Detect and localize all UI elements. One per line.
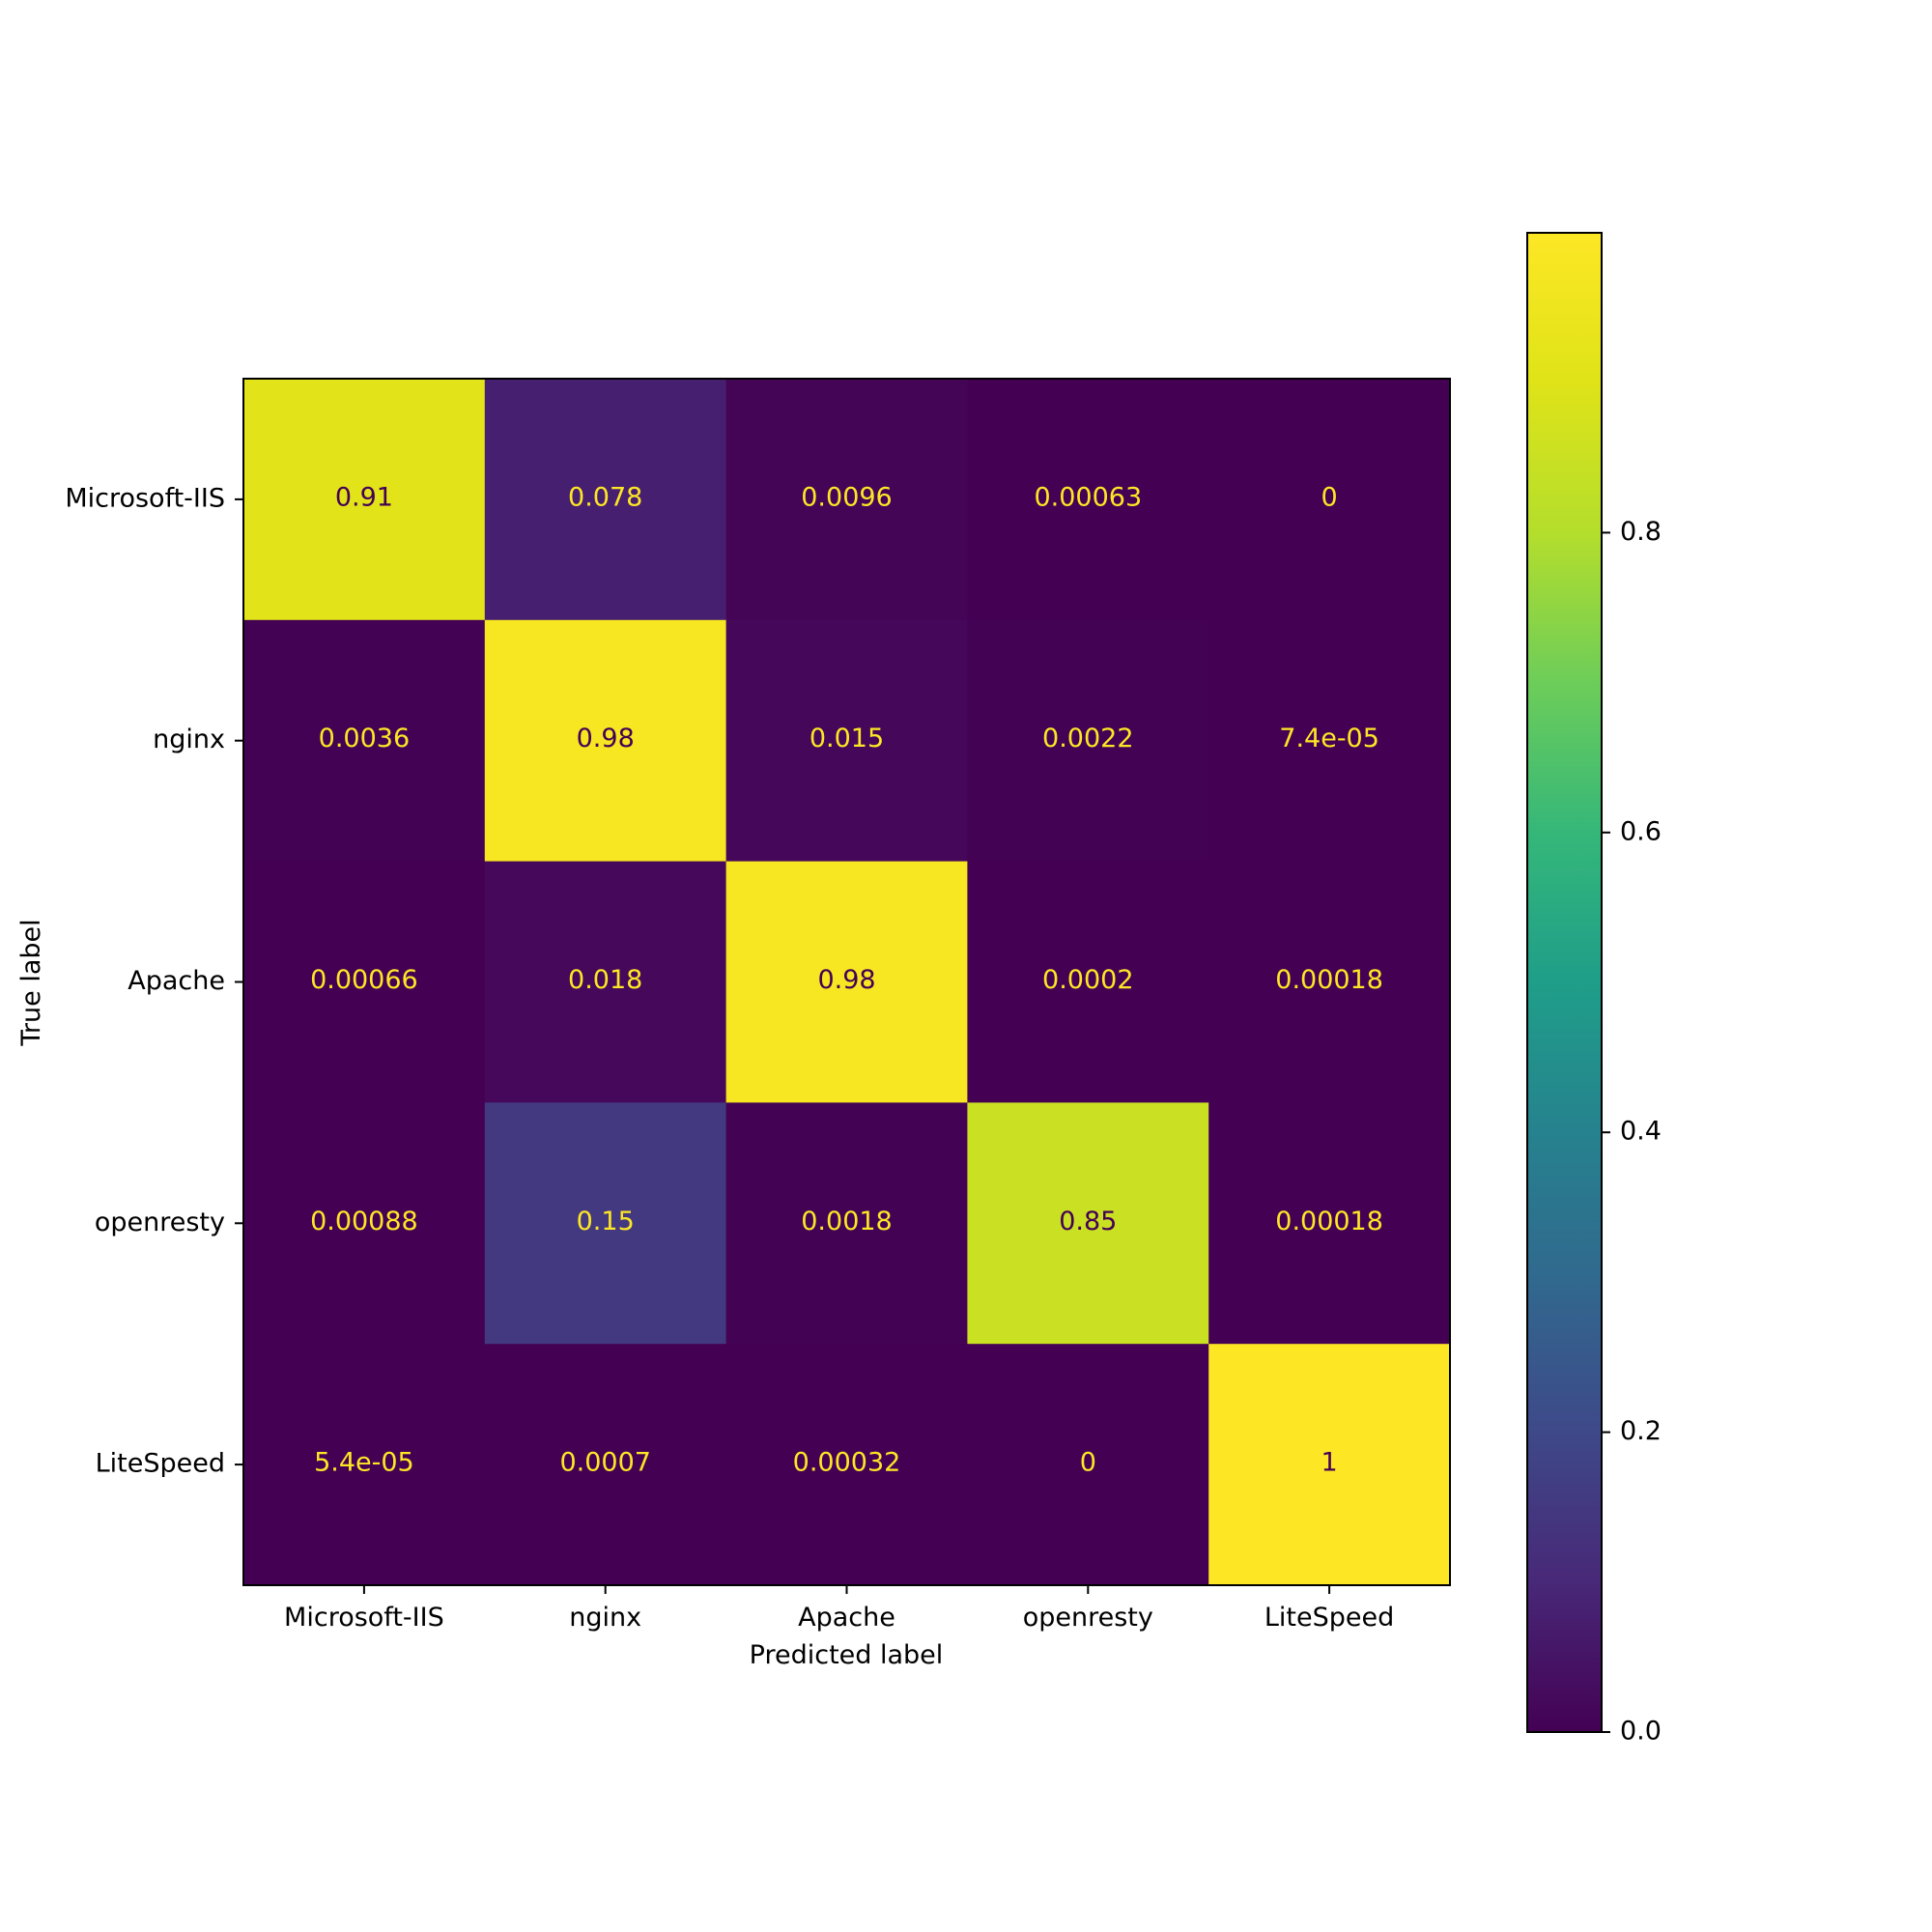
- x-tick-label: nginx: [569, 1603, 641, 1633]
- x-tick-label: LiteSpeed: [1264, 1603, 1394, 1633]
- matrix-cell: [725, 619, 968, 863]
- cell-value-label: 0: [1321, 482, 1338, 512]
- matrix-cell: [967, 1344, 1209, 1586]
- colorbar-tick-label: 0.0: [1620, 1717, 1662, 1747]
- x-axis-ticks: Microsoft-IIS nginx Apache openresty LiteSpe…: [284, 1585, 1394, 1633]
- cell-value-label: 0.00066: [310, 965, 418, 995]
- cell-value-label: 0: [1080, 1448, 1096, 1478]
- matrix-cell: [1208, 861, 1451, 1103]
- matrix-cell: [484, 861, 727, 1103]
- x-tick-label: Microsoft-IIS: [284, 1603, 444, 1633]
- colorbar-ticks: 0.0 0.2 0.4 0.6 0.8: [1602, 517, 1662, 1747]
- y-axis-ticks: Microsoft-IIS nginx Apache openresty LiteSpe…: [65, 483, 243, 1479]
- cell-value-label: 0.15: [577, 1207, 635, 1236]
- colorbar: [1526, 232, 1603, 1733]
- matrix-cell: [243, 861, 486, 1103]
- cell-value-label: 0.00018: [1275, 1207, 1383, 1236]
- matrix-cell: [725, 1344, 968, 1586]
- cell-value-label: 0.85: [1059, 1207, 1117, 1236]
- matrix-cell: [967, 861, 1209, 1103]
- matrix-cell: [967, 1102, 1209, 1345]
- cell-value-label: 5.4e-05: [314, 1448, 414, 1478]
- cell-value-label: 0.0022: [1042, 724, 1133, 753]
- cell-value-label: 1: [1321, 1448, 1338, 1478]
- x-tick-label: openresty: [1023, 1603, 1153, 1633]
- matrix-cell: [725, 379, 968, 621]
- cell-value-label: 0.98: [817, 965, 875, 995]
- matrix-cell: [243, 619, 486, 863]
- cell-value-label: 0.0036: [319, 724, 410, 753]
- cell-value-label: 0.98: [577, 724, 635, 753]
- y-tick-label: nginx: [153, 724, 225, 754]
- matrix-cell: [484, 619, 727, 863]
- x-axis-label: Predicted label: [750, 1640, 944, 1670]
- matrix-cell-labels: 0.91 0.078 0.0096 0.00063 0 0.0036 0.98 0.015 0.…: [310, 482, 1383, 1477]
- y-tick-label: Apache: [128, 966, 225, 996]
- matrix-cell: [243, 1344, 486, 1586]
- cell-value-label: 0.0002: [1042, 965, 1133, 995]
- x-tick-label: Apache: [798, 1603, 895, 1633]
- colorbar-tick-label: 0.2: [1620, 1416, 1662, 1446]
- matrix-cell: [243, 1102, 486, 1345]
- matrix-cell: [967, 619, 1209, 863]
- colorbar-tick-label: 0.4: [1620, 1117, 1662, 1147]
- colorbar-tick-label: 0.6: [1620, 816, 1662, 846]
- cell-value-label: 0.00063: [1034, 482, 1142, 512]
- matrix-cell: [725, 1102, 968, 1345]
- y-axis-label: True label: [16, 919, 46, 1046]
- matrix-cell: [1208, 1344, 1451, 1586]
- cell-value-label: 0.015: [810, 724, 884, 753]
- matrix-cells: [243, 379, 1451, 1586]
- matrix-cell: [243, 379, 486, 621]
- matrix-cell: [484, 379, 727, 621]
- cell-value-label: 0.00088: [310, 1207, 418, 1236]
- matrix-cell: [484, 1344, 727, 1586]
- matrix-cell: [1208, 1102, 1451, 1345]
- matrix-cell: [1208, 619, 1451, 863]
- cell-value-label: 0.078: [568, 482, 642, 512]
- cell-value-label: 0.91: [335, 482, 393, 512]
- matrix-cell: [1208, 379, 1451, 621]
- cell-value-label: 7.4e-05: [1279, 724, 1379, 753]
- cell-value-label: 0.0018: [801, 1207, 892, 1236]
- y-tick-label: Microsoft-IIS: [65, 483, 225, 513]
- cell-value-label: 0.018: [568, 965, 642, 995]
- y-tick-label: LiteSpeed: [96, 1449, 225, 1479]
- matrix-cell: [484, 1102, 727, 1345]
- y-tick-label: openresty: [95, 1208, 225, 1237]
- matrix-cell: [725, 861, 968, 1103]
- colorbar-tick-label: 0.8: [1620, 517, 1662, 547]
- cell-value-label: 0.0007: [559, 1448, 650, 1478]
- cell-value-label: 0.0096: [801, 482, 892, 512]
- cell-value-label: 0.00032: [793, 1448, 901, 1478]
- matrix-cell: [967, 379, 1209, 621]
- cell-value-label: 0.00018: [1275, 965, 1383, 995]
